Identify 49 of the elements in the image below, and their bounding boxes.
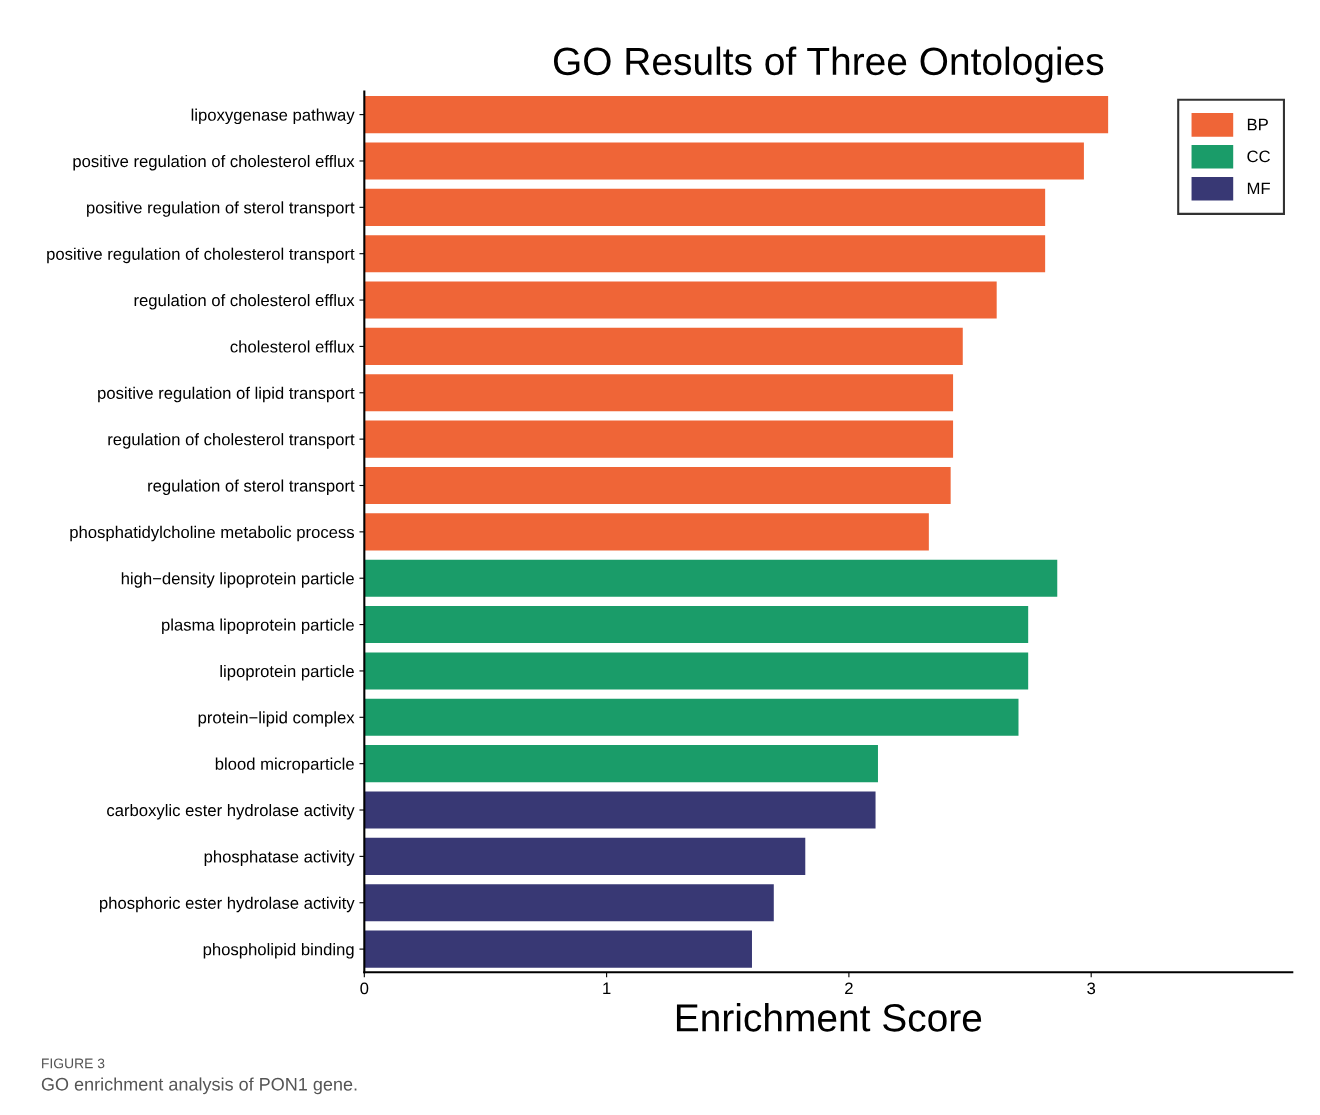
y-tick-label: protein−lipid complex <box>198 711 355 727</box>
x-tick-label: 0 <box>360 982 369 995</box>
y-tick-label: cholesterol efflux <box>230 340 355 353</box>
y-tick-label: positive regulation of lipid transport <box>98 386 355 403</box>
bar <box>364 606 1029 644</box>
y-tick-label: phosphatidylcholine metabolic process <box>70 525 355 542</box>
bar <box>364 420 954 458</box>
chart-title: GO Results of Three Ontologies <box>553 46 1104 83</box>
y-tick-label: blood microparticle <box>215 757 354 774</box>
bar <box>364 884 774 922</box>
y-tick-label: plasma lipoprotein particle <box>162 618 354 635</box>
y-tick-label: regulation of cholesterol transport <box>108 433 355 449</box>
bar <box>364 513 929 551</box>
x-tick-label: 3 <box>1087 982 1096 995</box>
legend-label: CC <box>1247 150 1270 163</box>
bar <box>364 188 1046 226</box>
bar <box>364 235 1046 273</box>
y-tick-label: lipoxygenase pathway <box>191 108 355 125</box>
bar <box>364 837 806 875</box>
x-tick-label: 2 <box>845 982 853 995</box>
bar <box>364 96 1109 134</box>
bar <box>364 791 876 829</box>
caption: FIGURE 3 <box>42 1058 105 1069</box>
bar <box>364 142 1084 180</box>
bar <box>364 466 951 505</box>
legend-label: BP <box>1247 118 1268 131</box>
legend-label: MF <box>1247 182 1270 195</box>
y-tick-label: regulation of sterol transport <box>148 479 355 495</box>
y-tick-label: positive regulation of cholesterol transport <box>47 247 355 264</box>
bar <box>364 930 752 968</box>
x-axis-title: Enrichment Score <box>676 1003 982 1032</box>
y-tick-label: high−density lipoprotein particle <box>121 572 354 588</box>
bar <box>364 327 963 365</box>
y-tick-label: carboxylic ester hydrolase activity <box>107 803 355 820</box>
bar <box>364 698 1019 736</box>
y-tick-label: positive regulation of sterol transport <box>87 201 355 217</box>
y-tick-label: phosphoric ester hydrolase activity <box>100 896 355 913</box>
bar <box>364 559 1058 597</box>
y-tick-label: phospholipid binding <box>203 943 354 959</box>
bar <box>364 745 878 783</box>
y-tick-label: lipoprotein particle <box>220 664 354 681</box>
y-tick-label: positive regulation of cholesterol efflux <box>73 154 355 171</box>
y-tick-label: phosphatase activity <box>204 850 355 866</box>
bar <box>364 652 1029 690</box>
bar <box>364 281 997 319</box>
bar <box>364 374 954 412</box>
x-tick-label: 1 <box>603 982 611 995</box>
y-tick-label: regulation of cholesterol efflux <box>134 294 355 310</box>
text: GO enrichment analysis of PON1 gene. <box>41 1077 357 1095</box>
